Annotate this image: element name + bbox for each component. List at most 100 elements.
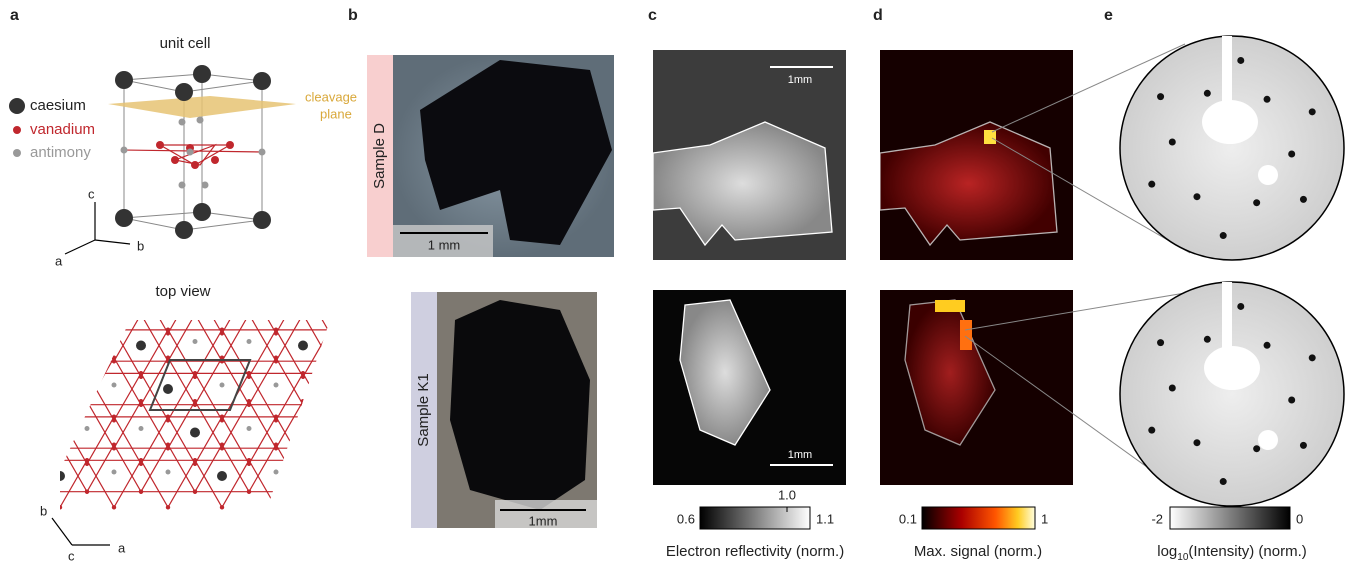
vanadium-site <box>247 312 251 316</box>
vanadium-site <box>58 328 62 332</box>
vanadium-site <box>4 505 8 509</box>
panel-label: a <box>10 7 19 24</box>
antimony-site <box>31 339 36 344</box>
colorbar <box>922 507 1035 529</box>
vanadium-site <box>355 489 359 493</box>
caesium-site <box>217 471 227 481</box>
vanadium-site <box>31 402 35 406</box>
diffraction-spot <box>1300 196 1307 203</box>
title-part: log <box>1157 543 1177 560</box>
diffraction-spot <box>1148 427 1155 434</box>
diffraction-pattern <box>1120 36 1344 260</box>
vanadium-site <box>139 284 143 288</box>
diffraction-spot <box>1253 199 1260 206</box>
kagome-triangle <box>114 401 168 448</box>
vanadium-site <box>355 312 359 316</box>
vanadium-site <box>247 489 251 493</box>
caesium-site <box>298 341 308 351</box>
caesium-site <box>379 471 389 481</box>
antimony-atoms <box>121 117 266 189</box>
antimony-site <box>85 426 90 431</box>
vanadium-site <box>247 315 251 319</box>
kagome-triangle <box>168 330 222 377</box>
kagome-triangle <box>330 417 384 464</box>
diffraction-spot <box>1169 385 1176 392</box>
diffraction-spot <box>1220 232 1227 239</box>
vanadium-site <box>139 462 143 466</box>
vanadium-site <box>220 331 224 335</box>
kagome-triangle <box>195 445 249 492</box>
kagome-triangle <box>249 271 303 318</box>
vanadium-site <box>247 284 251 288</box>
colorbar-label: -2 <box>1151 511 1163 526</box>
axis-label: a <box>118 540 126 555</box>
colorbar <box>1170 507 1290 529</box>
vanadium-site <box>274 505 278 509</box>
vanadium-site <box>301 315 305 319</box>
hotspot <box>984 130 996 144</box>
antimony-site <box>274 470 279 475</box>
vanadium-site <box>247 315 251 319</box>
kagome-triangle <box>276 401 330 448</box>
vanadium-site <box>4 328 8 332</box>
vanadium-site <box>193 489 197 493</box>
vanadium-site <box>382 355 386 359</box>
antimony-site <box>139 426 144 431</box>
diffraction-spot <box>1237 303 1244 310</box>
vanadium-site <box>85 371 89 375</box>
vanadium-site <box>85 284 89 288</box>
kagome-triangle <box>303 373 357 420</box>
kagome-triangle <box>303 286 357 333</box>
vanadium-site <box>112 359 116 363</box>
colorbar-title: log10(Intensity) (norm.) <box>1157 543 1307 563</box>
vanadium-site <box>4 359 8 363</box>
kagome-triangle <box>357 373 411 420</box>
vanadium-site <box>517 284 521 288</box>
vanadium-site <box>247 462 251 466</box>
title-subscript: 10 <box>1177 552 1189 563</box>
vanadium-site <box>382 331 386 335</box>
vanadium-site <box>382 442 386 446</box>
kagome-triangle <box>168 417 222 464</box>
vanadium-site <box>85 284 89 288</box>
vanadium-site <box>274 359 278 363</box>
vanadium-site <box>193 312 197 316</box>
vanadium-site <box>328 442 332 446</box>
kagome-triangle <box>0 445 33 492</box>
diffraction-spot <box>1300 442 1307 449</box>
vanadium-site <box>382 446 386 450</box>
vanadium-site <box>301 284 305 288</box>
vanadium-site <box>112 446 116 450</box>
antimony-site <box>355 339 360 344</box>
axes-3d <box>65 202 130 254</box>
vanadium-site <box>85 315 89 319</box>
vanadium-site <box>571 284 575 288</box>
antimony-site <box>328 296 333 301</box>
vanadium-site <box>301 458 305 462</box>
vanadium-site <box>382 359 386 363</box>
vanadium-site <box>328 505 332 509</box>
vanadium-site <box>166 505 170 509</box>
caesium-site <box>109 297 119 307</box>
antimony-site <box>4 470 9 475</box>
vanadium-site <box>166 446 170 450</box>
colorbar-label: 0.1 <box>899 511 917 526</box>
kagome-triangle <box>141 373 195 420</box>
kagome-triangle <box>168 401 222 448</box>
vanadium-site <box>355 371 359 375</box>
diffraction-spot <box>1193 193 1200 200</box>
vanadium-site <box>166 331 170 335</box>
axis-label: b <box>137 238 144 253</box>
vanadium-site <box>274 446 278 450</box>
vanadium-site <box>139 402 143 406</box>
vanadium-site <box>112 418 116 422</box>
kagome-triangle <box>222 330 276 377</box>
vanadium-site <box>31 399 35 403</box>
antimony-site <box>58 383 63 388</box>
colorbar-label: 1.0 <box>778 487 796 502</box>
vanadium-site <box>112 328 116 332</box>
colorbar-label: 0.6 <box>677 511 695 526</box>
kagome-triangle <box>0 460 33 507</box>
vanadium-site <box>58 359 62 363</box>
vanadium-site <box>4 355 8 359</box>
